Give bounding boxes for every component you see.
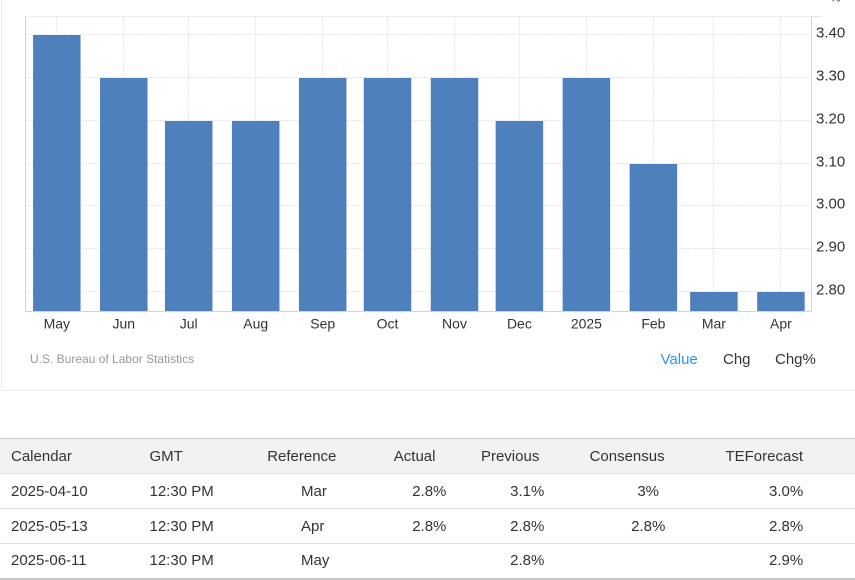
svg-text:Mar: Mar <box>702 316 726 332</box>
svg-text:Oct: Oct <box>377 316 399 332</box>
svg-text:Nov: Nov <box>442 316 467 332</box>
svg-text:Feb: Feb <box>641 316 665 332</box>
svg-text:3.30: 3.30 <box>816 67 845 84</box>
svg-text:2.80: 2.80 <box>816 281 845 298</box>
svg-text:May: May <box>44 316 70 332</box>
svg-text:2.90: 2.90 <box>816 238 845 255</box>
svg-text:3.00: 3.00 <box>816 195 845 212</box>
svg-text:%: % <box>830 0 841 5</box>
svg-text:Apr: Apr <box>770 316 792 332</box>
svg-text:Sep: Sep <box>310 316 335 332</box>
svg-text:Jun: Jun <box>113 316 136 332</box>
svg-text:3.20: 3.20 <box>816 110 845 127</box>
svg-text:2025: 2025 <box>571 316 602 332</box>
svg-text:3.40: 3.40 <box>816 24 845 41</box>
svg-text:Aug: Aug <box>243 316 268 332</box>
svg-text:Jul: Jul <box>180 316 198 332</box>
svg-text:Dec: Dec <box>507 316 532 332</box>
svg-text:3.10: 3.10 <box>816 153 845 170</box>
